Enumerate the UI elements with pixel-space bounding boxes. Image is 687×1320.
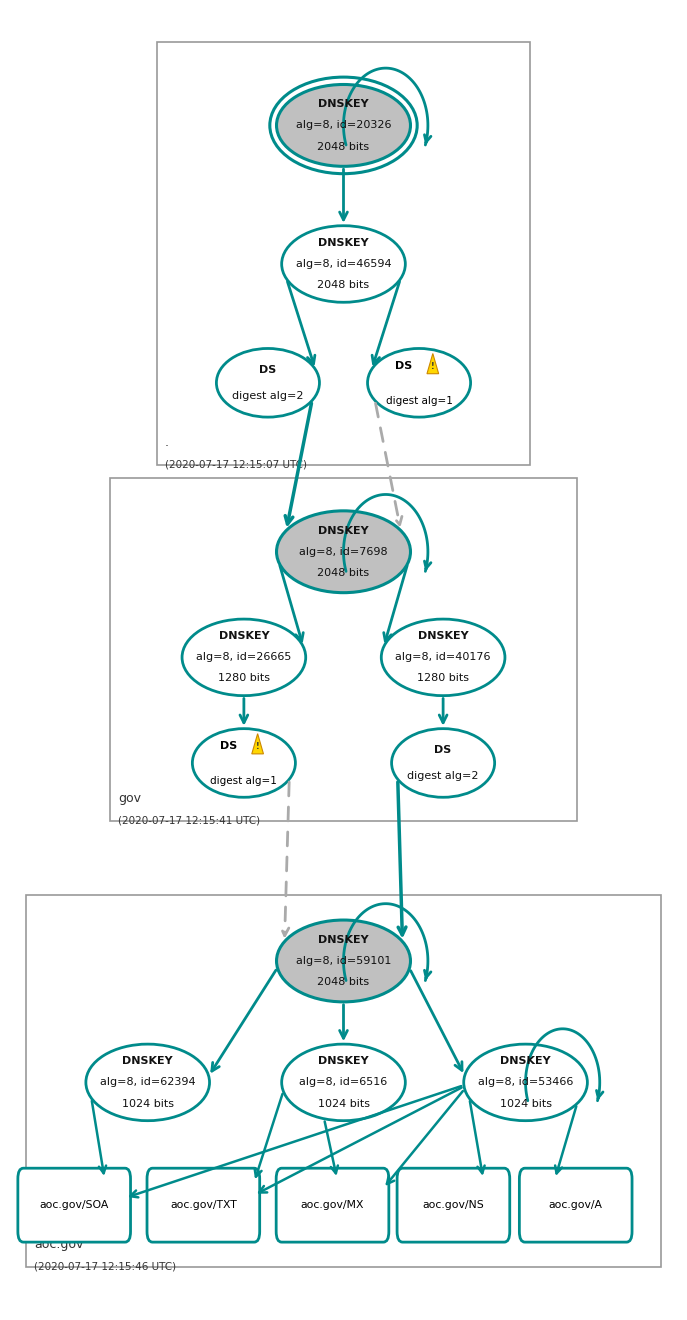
Text: DNSKEY: DNSKEY [318, 99, 369, 110]
Text: alg=8, id=53466: alg=8, id=53466 [478, 1077, 573, 1088]
Text: aoc.gov/TXT: aoc.gov/TXT [170, 1200, 237, 1210]
Text: 1024 bits: 1024 bits [317, 1098, 370, 1109]
Text: 1024 bits: 1024 bits [122, 1098, 174, 1109]
Text: DS: DS [220, 741, 238, 751]
Ellipse shape [192, 729, 295, 797]
Text: alg=8, id=46594: alg=8, id=46594 [295, 259, 392, 269]
Text: DNSKEY: DNSKEY [318, 1056, 369, 1067]
Text: DNSKEY: DNSKEY [218, 631, 269, 642]
Bar [157, 42, 530, 465]
FancyBboxPatch shape [397, 1168, 510, 1242]
FancyBboxPatch shape [18, 1168, 131, 1242]
Text: (2020-07-17 12:15:46 UTC): (2020-07-17 12:15:46 UTC) [34, 1262, 177, 1272]
Text: alg=8, id=59101: alg=8, id=59101 [296, 956, 391, 966]
Text: .: . [165, 436, 169, 449]
Ellipse shape [276, 920, 411, 1002]
Text: DNSKEY: DNSKEY [418, 631, 469, 642]
Text: !: ! [431, 362, 435, 371]
Ellipse shape [276, 511, 411, 593]
Ellipse shape [86, 1044, 210, 1121]
Polygon shape [251, 734, 264, 754]
Text: alg=8, id=40176: alg=8, id=40176 [395, 652, 491, 663]
Text: DS: DS [259, 364, 277, 375]
Ellipse shape [282, 1044, 405, 1121]
Ellipse shape [392, 729, 495, 797]
Ellipse shape [276, 84, 411, 166]
Text: digest alg=2: digest alg=2 [407, 771, 479, 781]
Bar [110, 478, 577, 821]
Text: aoc.gov/A: aoc.gov/A [549, 1200, 602, 1210]
Text: DNSKEY: DNSKEY [122, 1056, 173, 1067]
FancyBboxPatch shape [519, 1168, 632, 1242]
Text: digest alg=1: digest alg=1 [210, 776, 278, 787]
Ellipse shape [381, 619, 505, 696]
Text: aoc.gov/MX: aoc.gov/MX [301, 1200, 364, 1210]
Text: 2048 bits: 2048 bits [317, 280, 370, 290]
Text: 1280 bits: 1280 bits [218, 673, 270, 684]
Text: aoc.gov/SOA: aoc.gov/SOA [40, 1200, 109, 1210]
Text: alg=8, id=62394: alg=8, id=62394 [100, 1077, 196, 1088]
Text: 1280 bits: 1280 bits [417, 673, 469, 684]
Bar [26, 895, 661, 1267]
Text: DNSKEY: DNSKEY [318, 525, 369, 536]
Ellipse shape [368, 348, 471, 417]
Polygon shape [427, 354, 439, 374]
Ellipse shape [182, 619, 306, 696]
Text: alg=8, id=20326: alg=8, id=20326 [295, 120, 392, 131]
Ellipse shape [216, 348, 319, 417]
Text: 2048 bits: 2048 bits [317, 977, 370, 987]
Text: digest alg=1: digest alg=1 [385, 396, 453, 407]
Text: DS: DS [434, 744, 452, 755]
Text: DS: DS [395, 360, 413, 371]
Text: !: ! [256, 742, 260, 751]
Text: (2020-07-17 12:15:07 UTC): (2020-07-17 12:15:07 UTC) [165, 459, 307, 470]
Text: DNSKEY: DNSKEY [318, 238, 369, 248]
Text: DNSKEY: DNSKEY [500, 1056, 551, 1067]
Text: alg=8, id=26665: alg=8, id=26665 [196, 652, 291, 663]
Ellipse shape [464, 1044, 587, 1121]
Text: (2020-07-17 12:15:41 UTC): (2020-07-17 12:15:41 UTC) [118, 816, 260, 826]
Text: alg=8, id=7698: alg=8, id=7698 [299, 546, 388, 557]
Text: 2048 bits: 2048 bits [317, 568, 370, 578]
Text: aoc.gov/NS: aoc.gov/NS [423, 1200, 484, 1210]
Text: DNSKEY: DNSKEY [318, 935, 369, 945]
Ellipse shape [282, 226, 405, 302]
Text: 1024 bits: 1024 bits [499, 1098, 552, 1109]
Text: 2048 bits: 2048 bits [317, 141, 370, 152]
Text: aoc.gov: aoc.gov [34, 1238, 84, 1251]
Text: alg=8, id=6516: alg=8, id=6516 [300, 1077, 387, 1088]
Text: gov: gov [118, 792, 141, 805]
Text: digest alg=2: digest alg=2 [232, 391, 304, 401]
FancyBboxPatch shape [147, 1168, 260, 1242]
FancyBboxPatch shape [276, 1168, 389, 1242]
